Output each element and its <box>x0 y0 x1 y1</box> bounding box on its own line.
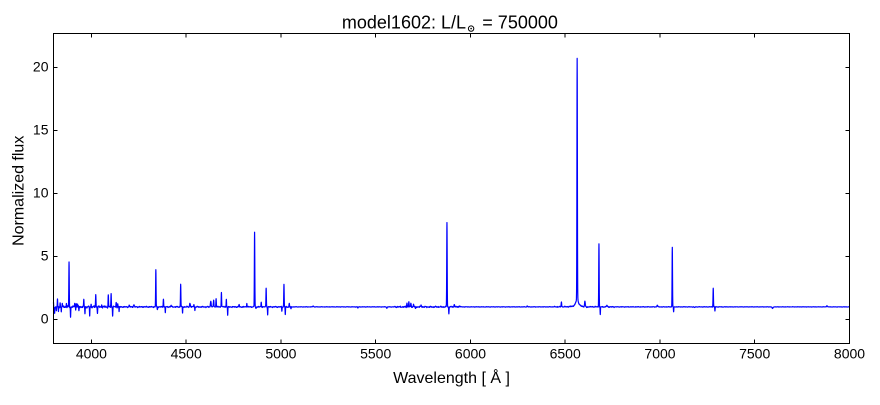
svg-text:5: 5 <box>41 248 49 264</box>
svg-text:model1602: L/L: model1602: L/L <box>342 12 466 32</box>
svg-text:8000: 8000 <box>834 345 865 361</box>
svg-text:7500: 7500 <box>739 345 770 361</box>
svg-text:Wavelength [ Å ]: Wavelength [ Å ] <box>393 368 510 387</box>
svg-text:7000: 7000 <box>644 345 675 361</box>
svg-text:6500: 6500 <box>550 345 581 361</box>
svg-text:Normalized flux: Normalized flux <box>11 136 28 246</box>
svg-text:4500: 4500 <box>171 345 202 361</box>
svg-text:= 750000: = 750000 <box>482 12 558 32</box>
svg-text:20: 20 <box>33 59 49 75</box>
svg-text:0: 0 <box>41 311 49 327</box>
svg-text:5000: 5000 <box>265 345 296 361</box>
svg-text:10: 10 <box>33 185 49 201</box>
svg-text:5500: 5500 <box>360 345 391 361</box>
svg-text:4000: 4000 <box>76 345 107 361</box>
svg-text:15: 15 <box>33 122 49 138</box>
svg-text:6000: 6000 <box>455 345 486 361</box>
